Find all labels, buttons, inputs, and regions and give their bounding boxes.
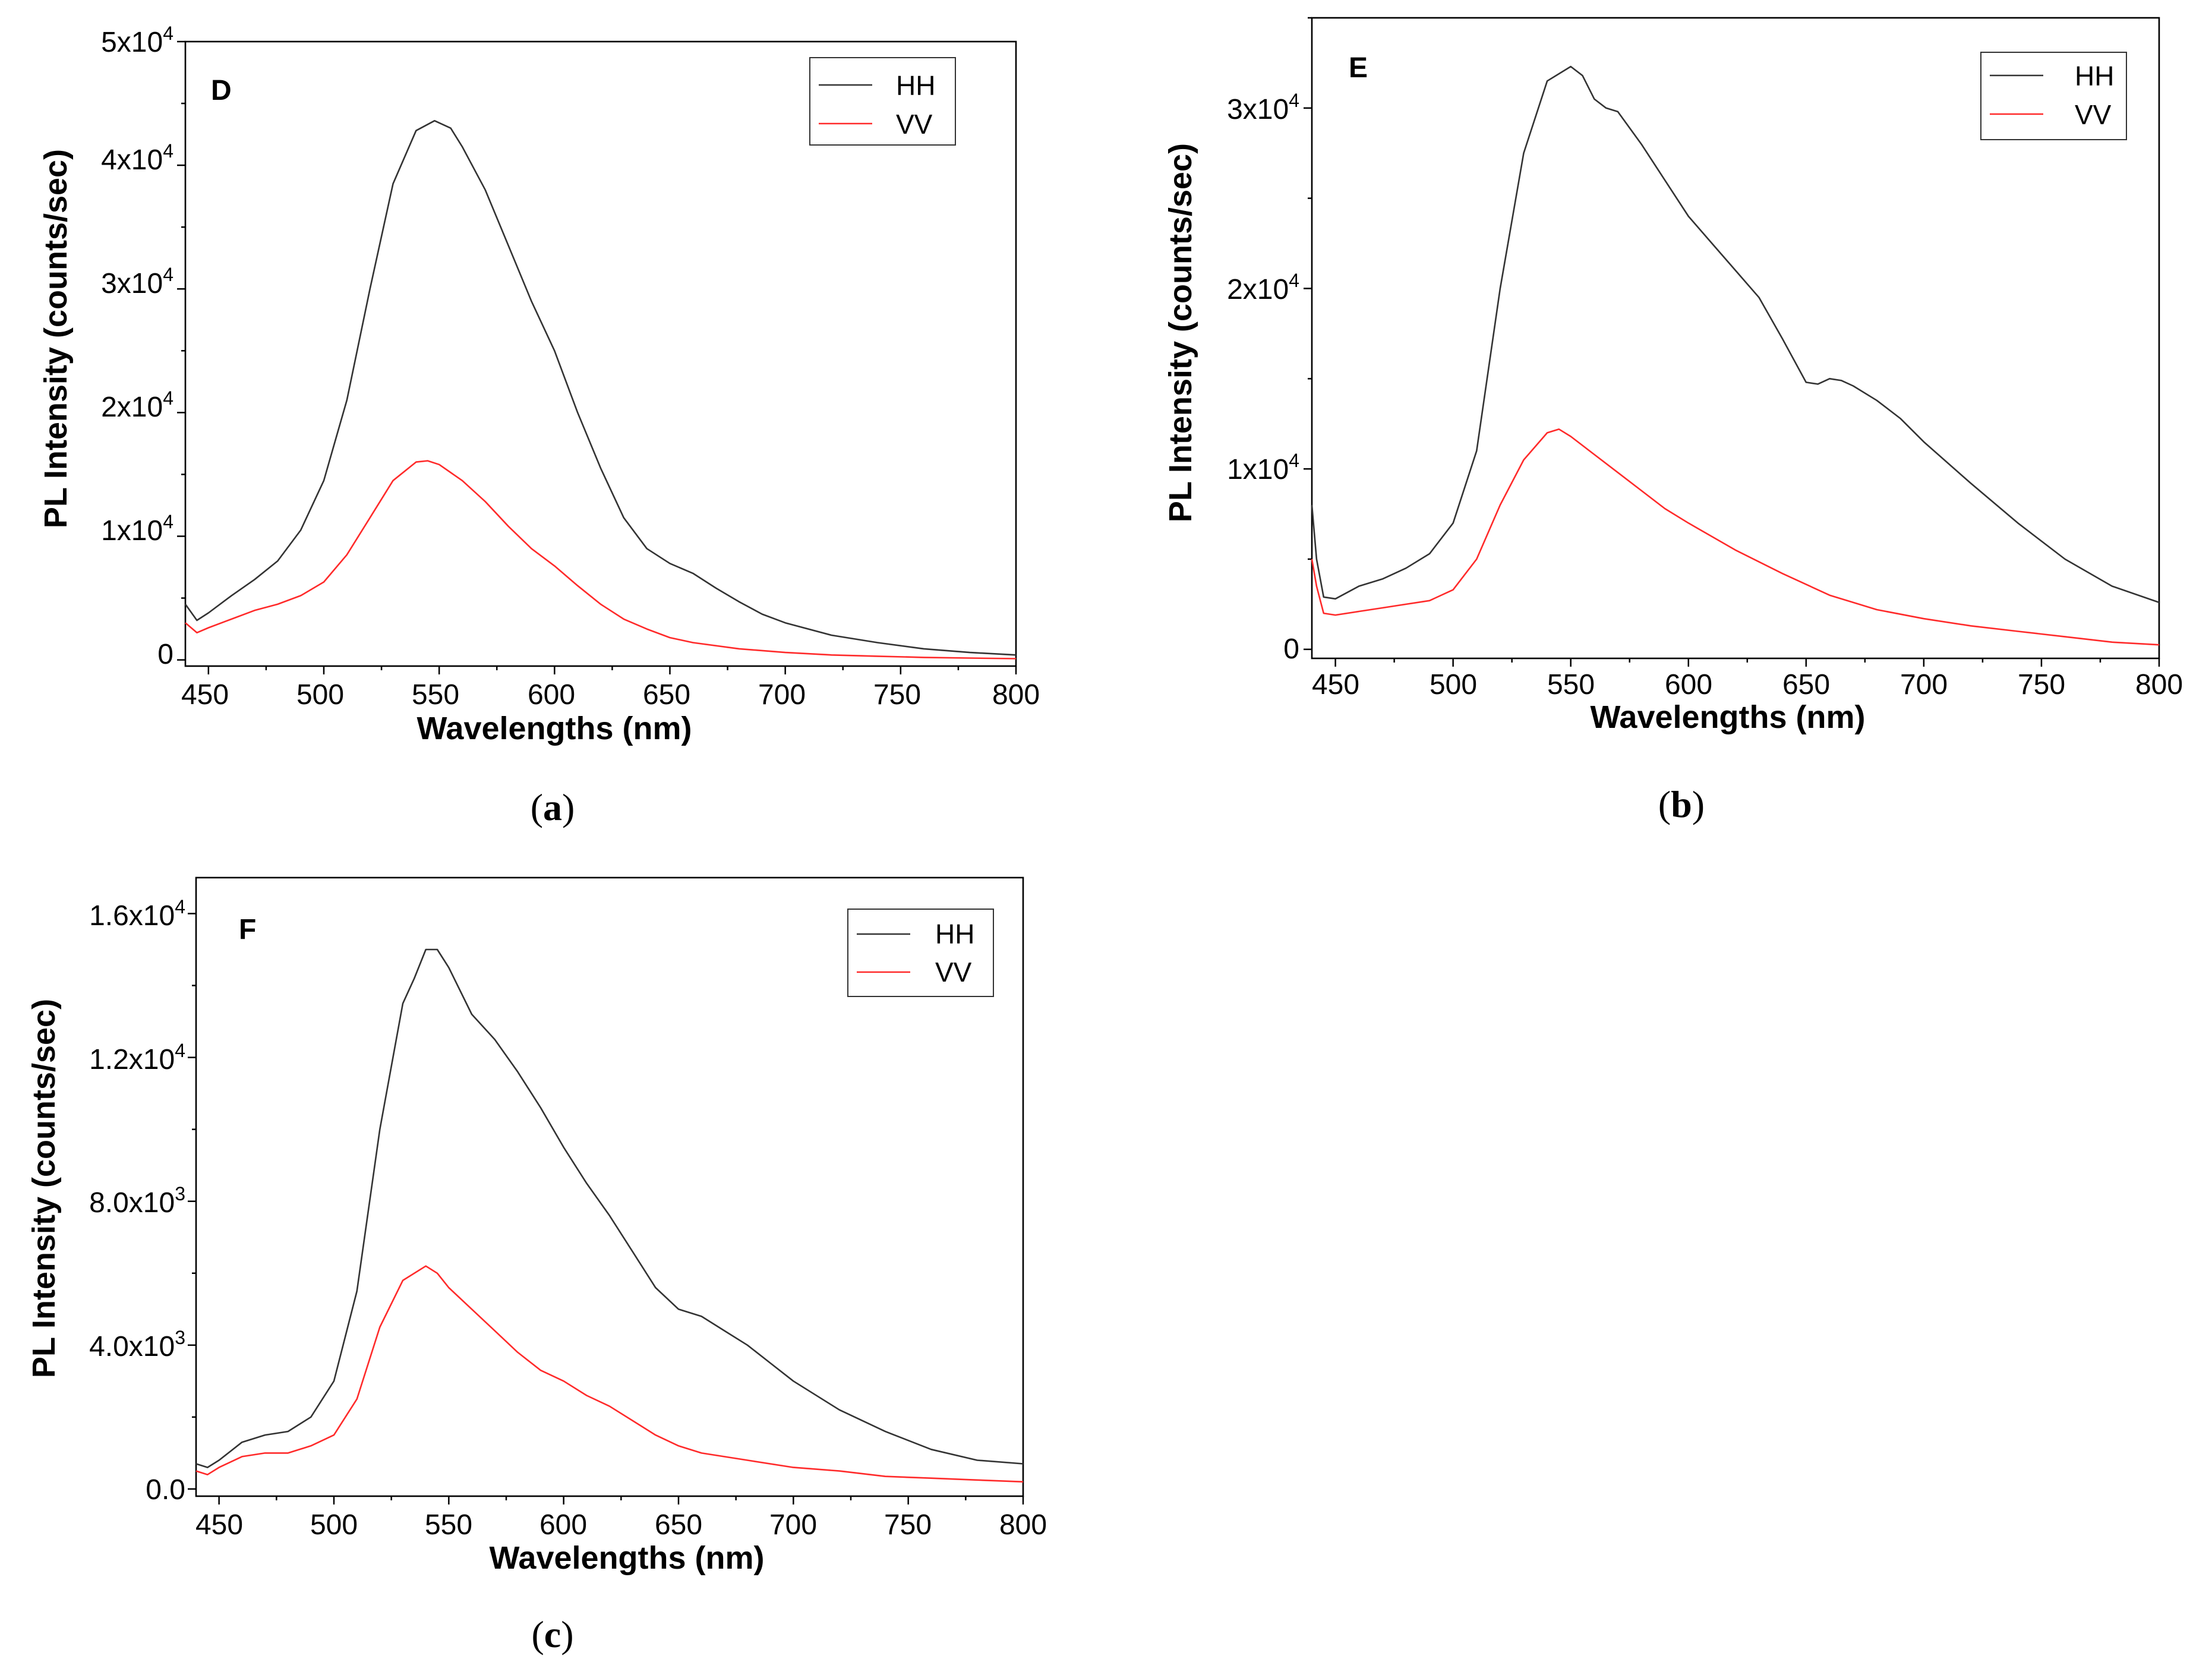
y-tick-label: 0.0 [146,1474,185,1506]
series-line-vv [185,460,1017,660]
caption-b: (b) [1658,783,1705,825]
legend-box [809,57,956,146]
plot-frame [195,876,1024,1497]
x-tick-label: 800 [2135,669,2183,701]
y-tick-label: 1x104 [101,511,173,547]
x-axis-label: Wavelengths (nm) [489,1540,764,1576]
panel-label: F [239,914,256,945]
plot-area [177,40,1017,674]
x-tick-label: 500 [310,1509,358,1541]
series-line-vv [1311,428,2160,646]
plot-area [1304,17,2160,667]
y-tick-label: 4.0x103 [89,1327,185,1362]
series-group [1311,65,2160,646]
y-tick-label: 5x104 [101,23,173,58]
x-tick-label: 800 [999,1509,1047,1541]
y-tick-labels: 0.0 4.0x103 8.0x103 1.2x104 1.6x104 [89,896,185,1506]
legend-box [847,909,994,997]
x-tick-label: 800 [992,679,1040,711]
x-tick-label: 700 [758,679,806,711]
x-tick-label: 550 [412,679,459,711]
chart-panel-a: 450 500 550 600 650 700 750 800 0 1x104 … [38,23,1040,828]
legend: HH VV [1980,52,2127,140]
chart-panel-c: 450 500 550 600 650 700 750 800 0.0 4.0x… [26,876,1047,1655]
series-line-hh [195,948,1024,1468]
legend-box [1980,52,2127,140]
y-tick-label: 1.2x104 [89,1040,185,1075]
legend: HH VV [809,57,956,146]
y-tick-label: 0 [157,639,173,670]
x-tick-label: 450 [1312,669,1359,701]
x-tick-label: 500 [296,679,344,711]
x-tick-label: 750 [2018,669,2065,701]
y-tick-labels: 0 1x104 2x104 3x104 4x104 5x104 [101,23,173,670]
y-axis-label: PL Intensity (counts/sec) [38,149,74,528]
series-group [184,119,1017,660]
x-axis-label: Wavelengths (nm) [1590,699,1865,735]
caption-a: (a) [531,786,575,828]
panel-label: D [211,75,232,106]
panel-label: E [1349,52,1368,84]
series-line-hh [184,119,1017,656]
x-tick-labels: 450 500 550 600 650 700 750 800 [195,1509,1047,1541]
x-tick-label: 550 [425,1509,472,1541]
plot-frame [184,40,1017,667]
legend-label-hh: HH [896,70,935,101]
x-tick-labels: 450 500 550 600 650 700 750 800 [181,679,1040,711]
x-tick-labels: 450 500 550 600 650 700 750 800 [1312,669,2183,701]
y-tick-label: 8.0x103 [89,1183,185,1219]
chart-panel-b: 450 500 550 600 650 700 750 800 0 1x104 … [1163,17,2183,825]
x-tick-label: 650 [655,1509,702,1541]
y-tick-label: 2x104 [1227,270,1299,305]
plot-frame [1311,17,2160,660]
y-tick-label: 3x104 [101,264,173,299]
y-tick-labels: 0 1x104 2x104 3x104 [1227,90,1299,665]
axis-ticks [188,913,1024,1504]
legend-label-vv: VV [2075,99,2112,130]
x-tick-label: 650 [1782,669,1830,701]
y-axis-label: PL Intensity (counts/sec) [26,999,62,1378]
y-tick-label: 2x104 [101,387,173,423]
y-tick-label: 0 [1283,633,1299,665]
x-tick-label: 750 [873,679,921,711]
legend-label-hh: HH [935,919,974,950]
axis-ticks [1304,17,2160,667]
x-tick-label: 750 [884,1509,932,1541]
x-tick-label: 600 [539,1509,587,1541]
legend-label-hh: HH [2075,61,2114,92]
plot-area [188,876,1024,1504]
x-tick-label: 700 [1900,669,1948,701]
series-group [195,948,1024,1483]
x-tick-label: 550 [1547,669,1595,701]
x-tick-label: 700 [769,1509,817,1541]
legend: HH VV [847,909,994,997]
x-tick-label: 650 [643,679,690,711]
x-tick-label: 600 [528,679,575,711]
caption-c: (c) [531,1613,573,1655]
legend-label-vv: VV [935,957,972,988]
x-tick-label: 450 [181,679,229,711]
y-tick-label: 1x104 [1227,450,1299,485]
x-tick-label: 450 [195,1509,243,1541]
y-axis-label: PL Intensity (counts/sec) [1163,143,1198,522]
legend-label-vv: VV [896,109,933,140]
y-tick-label: 4x104 [101,140,173,176]
y-tick-label: 3x104 [1227,90,1299,125]
axis-ticks [177,40,1017,674]
series-line-hh [1311,65,2160,604]
y-tick-label: 1.6x104 [89,896,185,932]
series-line-vv [195,1265,1024,1483]
x-axis-label: Wavelengths (nm) [416,711,692,746]
x-tick-label: 600 [1665,669,1712,701]
x-tick-label: 500 [1430,669,1477,701]
